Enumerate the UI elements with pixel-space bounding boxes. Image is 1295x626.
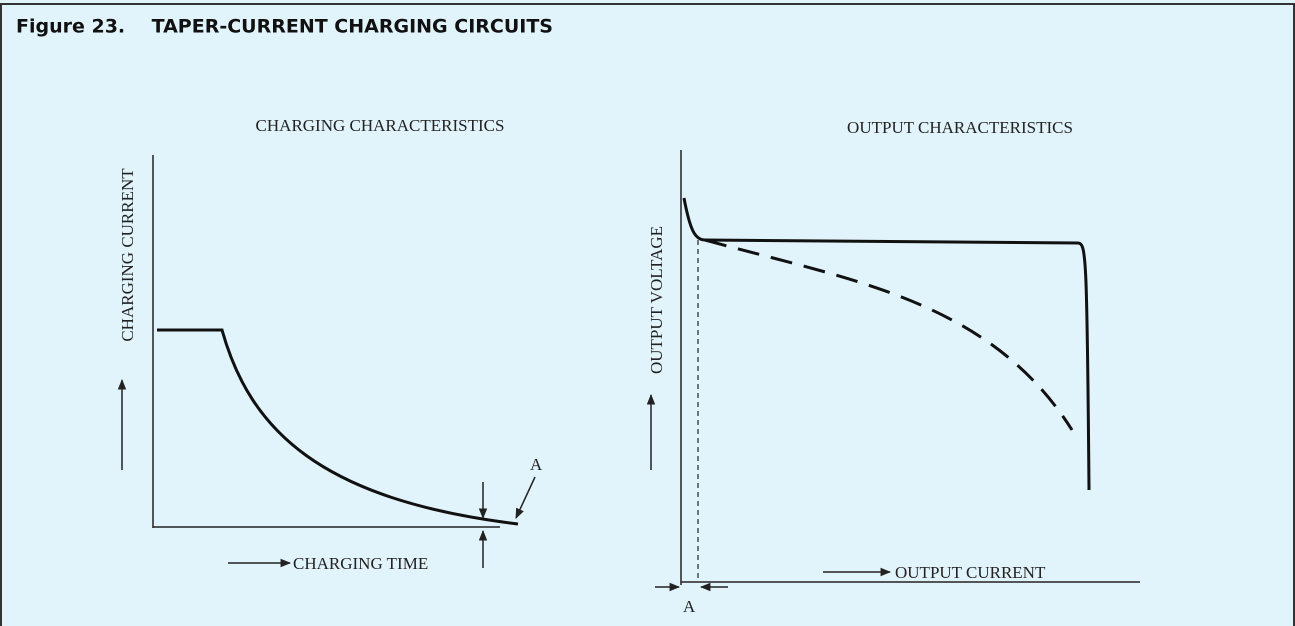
- x-label: CHARGING TIME: [293, 554, 428, 573]
- right-plot: OUTPUT CHARACTERISTICS OUTPUT VOLTAGE OU…: [646, 118, 1140, 616]
- dashed-curve: [704, 238, 1074, 431]
- y-label: OUTPUT VOLTAGE: [647, 226, 666, 374]
- figure-title: Figure 23. TAPER-CURRENT CHARGING CIRCUI…: [16, 16, 553, 38]
- plot-title: OUTPUT CHARACTERISTICS: [847, 118, 1073, 137]
- annotation-arrow: [515, 476, 536, 519]
- plot-title: CHARGING CHARACTERISTICS: [256, 116, 505, 135]
- x-label: OUTPUT CURRENT: [895, 563, 1046, 582]
- annotation: A: [683, 597, 696, 616]
- annotation: A: [530, 455, 543, 474]
- output-curve: [682, 197, 1091, 491]
- charging-curve: [157, 328, 519, 526]
- y-label: CHARGING CURRENT: [118, 168, 137, 342]
- left-plot: CHARGING CHARACTERISTICS CHARGING CURREN…: [117, 116, 543, 573]
